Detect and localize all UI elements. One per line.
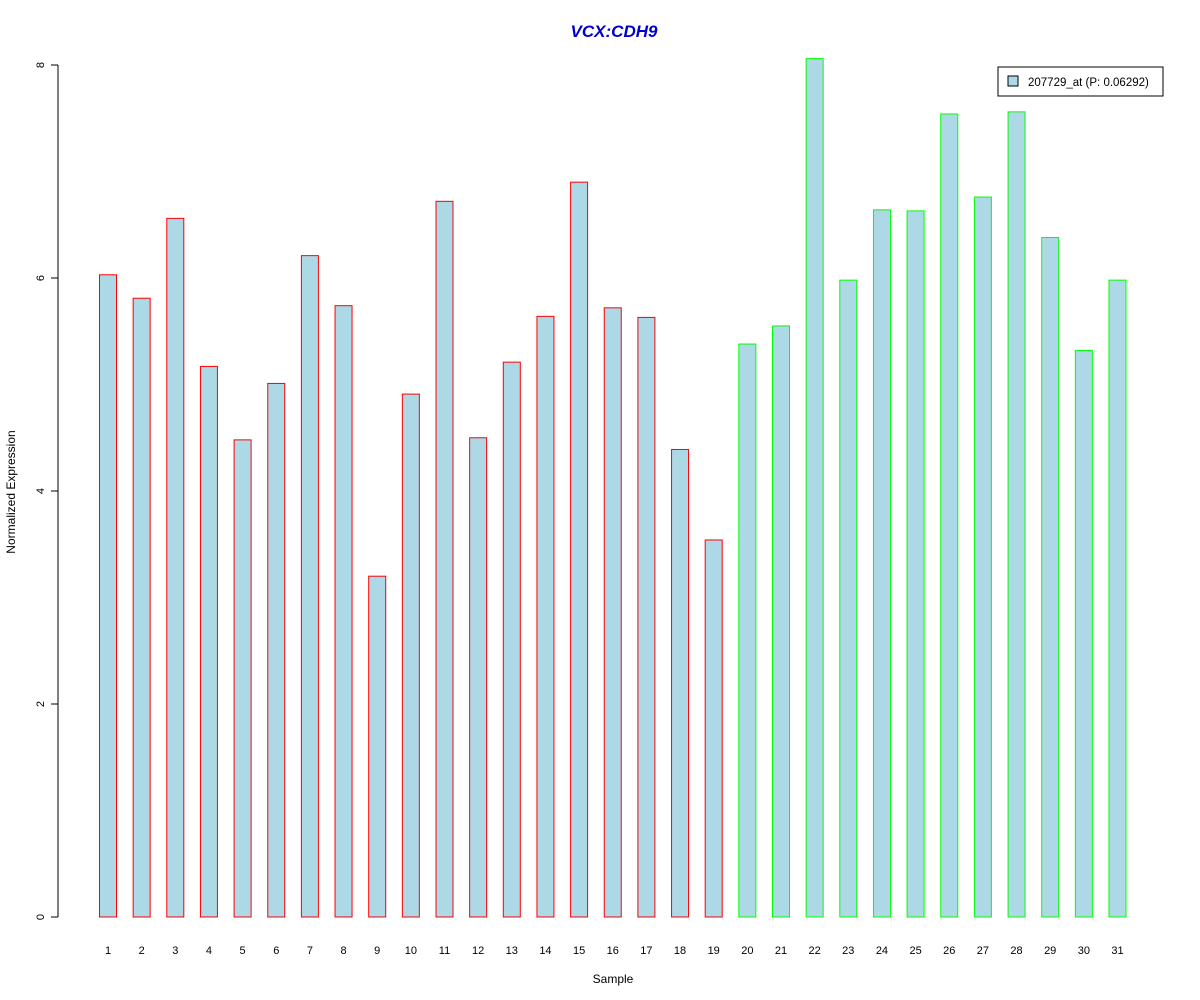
x-tick-label: 14 — [539, 945, 551, 957]
x-tick-label: 7 — [307, 945, 313, 957]
x-tick-label: 4 — [206, 945, 212, 957]
x-tick-label: 29 — [1044, 945, 1056, 957]
bar — [132, 297, 151, 918]
x-tick-label: 26 — [943, 945, 955, 957]
x-tick-label: 19 — [708, 945, 720, 957]
x-tick-label: 30 — [1078, 945, 1090, 957]
x-tick-label: 12 — [472, 945, 484, 957]
bar — [267, 382, 286, 918]
x-tick-label: 28 — [1010, 945, 1022, 957]
x-tick-label: 1 — [105, 945, 111, 957]
x-tick-label: 9 — [374, 945, 380, 957]
y-tick-label: 0 — [35, 914, 47, 920]
legend-box — [997, 66, 1164, 97]
bar — [334, 305, 353, 918]
bar — [536, 315, 555, 918]
x-tick-label: 22 — [809, 945, 821, 957]
bar — [872, 209, 891, 918]
bar — [1007, 111, 1026, 918]
x-tick-label: 3 — [172, 945, 178, 957]
bar — [637, 316, 656, 918]
chart-title: VCX:CDH9 — [571, 22, 658, 41]
y-tick-label: 2 — [35, 701, 47, 707]
legend-swatch — [1007, 75, 1019, 87]
bar — [940, 113, 959, 918]
y-axis-label: Normalized Expression — [4, 430, 18, 553]
x-tick-label: 2 — [139, 945, 145, 957]
bar — [772, 325, 790, 918]
bar — [199, 365, 218, 918]
bar — [671, 448, 690, 918]
x-tick-label: 27 — [977, 945, 989, 957]
bar — [99, 274, 117, 918]
x-tick-label: 25 — [909, 945, 921, 957]
x-tick-label: 23 — [842, 945, 854, 957]
bar — [603, 307, 622, 918]
x-tick-label: 13 — [506, 945, 518, 957]
x-axis-label: Sample — [593, 972, 634, 986]
x-tick-label: 16 — [607, 945, 619, 957]
bar — [401, 393, 420, 918]
bar — [502, 361, 521, 918]
y-tick-label: 8 — [35, 62, 47, 68]
bar — [839, 279, 858, 918]
x-tick-label: 11 — [439, 945, 450, 957]
bars — [99, 58, 1127, 918]
y-tick-label: 4 — [35, 488, 47, 494]
x-tick-label: 6 — [273, 945, 279, 957]
x-tick-label: 18 — [674, 945, 686, 957]
x-tick-label: 8 — [340, 945, 346, 957]
x-tick-label: 21 — [775, 945, 787, 957]
bar — [973, 196, 992, 918]
x-tick-label: 31 — [1111, 945, 1123, 957]
x-tick-labels: 1 2 3 4 5 6 7 8 9 10 11 12 13 14 15 16 17 18 19 20 21 22 23 24 2… — [105, 945, 1124, 957]
legend-label: 207729_at (P: 0.06292) — [1028, 77, 1149, 89]
bar — [1108, 279, 1127, 918]
bar — [805, 58, 824, 918]
bar — [435, 200, 454, 918]
bar — [1041, 237, 1060, 918]
bar — [166, 217, 185, 918]
bar — [704, 539, 723, 918]
x-tick-label: 15 — [573, 945, 585, 957]
bar — [233, 439, 252, 918]
legend: 207729_at (P: 0.06292) — [997, 66, 1164, 97]
bar — [738, 343, 757, 918]
x-tick-label: 20 — [741, 945, 753, 957]
x-tick-label: 17 — [640, 945, 652, 957]
bar — [906, 210, 925, 918]
x-tick-label: 24 — [876, 945, 888, 957]
bar — [1074, 349, 1093, 918]
x-tick-label: 10 — [405, 945, 417, 957]
bar — [570, 181, 589, 918]
bar — [469, 437, 488, 918]
x-tick-label: 5 — [240, 945, 246, 957]
y-tick-label: 6 — [35, 275, 47, 281]
bar — [368, 575, 387, 918]
y-axis: 0 2 4 6 8 — [35, 62, 59, 920]
bar — [300, 255, 319, 918]
